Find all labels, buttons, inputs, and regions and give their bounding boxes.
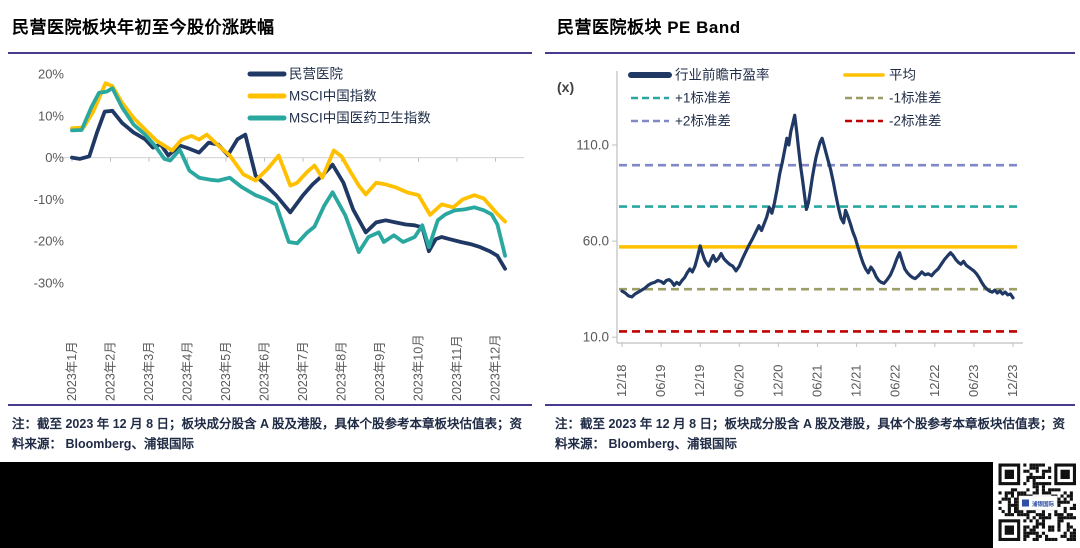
pe-band-line-chart: 110.0 60.0 10.0 (x) 12/18 06/19 12/19 06/20 12/2… xyxy=(557,67,1023,397)
divider-top-left xyxy=(8,52,532,54)
y-axis-tick-label: -10% xyxy=(34,192,65,207)
legend-label: -1标准差 xyxy=(889,91,942,106)
legend-label: MSCI中国医药卫生指数 xyxy=(289,111,431,126)
redacted-black-bar xyxy=(0,462,993,548)
y-axis-tick-label: 60.0 xyxy=(583,234,609,249)
legend-label: 行业前瞻市盈率 xyxy=(675,67,770,83)
x-axis-tick-label: 12/19 xyxy=(692,364,707,397)
chart-title-price-change: 民营医院板块年初至今股价涨跌幅 xyxy=(12,18,275,37)
y-axis-tick-label: 20% xyxy=(38,67,64,82)
legend-label: 平均 xyxy=(889,68,916,83)
x-axis-tick-label: 06/23 xyxy=(966,364,981,397)
x-axis-tick-label: 12/22 xyxy=(927,364,942,397)
x-axis-tick-label: 2023年1月 xyxy=(65,341,79,401)
x-axis-tick-label: 06/22 xyxy=(888,364,903,397)
x-axis-tick-label: 06/19 xyxy=(653,364,668,397)
series-line-MSCI中国指数 xyxy=(70,81,508,224)
x-axis-tick-label: 12/18 xyxy=(614,364,629,397)
y-axis-tick-label: 10.0 xyxy=(583,330,609,345)
y-axis-tick-label: 110.0 xyxy=(576,138,609,153)
legend-label: -2标准差 xyxy=(889,114,942,129)
x-axis-tick-label: 2023年2月 xyxy=(104,341,118,401)
x-axis-tick-label: 2023年6月 xyxy=(258,341,272,401)
chart-panel-price-change: 民营医院板块年初至今股价涨跌幅 20% 10% 0% -10% -20% -30% 2023… xyxy=(8,0,532,454)
chart-title-pe-band: 民营医院板块 PE Band xyxy=(557,18,741,37)
series-line-行业前瞻市盈率 xyxy=(620,113,1015,300)
divider-bottom-right xyxy=(545,404,1075,406)
chart-panel-pe-band: 民营医院板块 PE Band 110.0 60.0 10.0 (x) 12/18 06/1… xyxy=(545,0,1075,454)
legend-label: 民营医院 xyxy=(289,67,343,82)
legend-label: +1标准差 xyxy=(675,91,731,106)
y-axis-tick-label: 10% xyxy=(38,108,64,123)
x-axis-tick-label: 2023年11月 xyxy=(450,335,464,401)
x-axis-tick-label: 2023年7月 xyxy=(296,341,310,401)
qr-code: 浦银国际 xyxy=(997,462,1078,544)
y-axis-tick-label: 0% xyxy=(45,150,64,165)
x-axis-tick-label: 12/21 xyxy=(849,364,864,397)
legend-label: +2标准差 xyxy=(675,114,731,129)
divider-bottom-left xyxy=(8,404,532,406)
qr-logo-label: 浦银国际 xyxy=(1032,500,1055,508)
x-axis-tick-label: 2023年10月 xyxy=(412,334,426,401)
series-line-民营医院 xyxy=(70,108,508,271)
x-axis-tick-label: 2023年3月 xyxy=(142,341,156,401)
x-axis-tick-label: 2023年5月 xyxy=(219,341,233,401)
y-axis-tick-label: -20% xyxy=(34,234,65,249)
x-axis-tick-label: 12/23 xyxy=(1005,364,1020,397)
x-axis-tick-label: 06/21 xyxy=(810,364,825,397)
x-axis-tick-label: 06/20 xyxy=(731,364,746,397)
y-axis-unit-label: (x) xyxy=(557,79,574,95)
x-axis-tick-label: 2023年12月 xyxy=(489,334,503,401)
x-axis-tick-label: 2023年4月 xyxy=(181,341,195,401)
x-axis-tick-label: 12/20 xyxy=(770,364,785,397)
divider-top-right xyxy=(545,52,1075,54)
source-note-left: 注：截至 2023 年 12 月 8 日；板块成分股含 A 股及港股，具体个股参… xyxy=(12,417,523,451)
legend-label: MSCI中国指数 xyxy=(289,89,377,104)
source-note-right: 注：截至 2023 年 12 月 8 日；板块成分股含 A 股及港股，具体个股参… xyxy=(555,417,1066,451)
y-axis-tick-label: -30% xyxy=(34,276,65,291)
price-change-line-chart: 20% 10% 0% -10% -20% -30% 2023年1月 2023年2月 2023年3… xyxy=(34,67,524,401)
x-axis-tick-label: 2023年8月 xyxy=(335,341,349,401)
series-line-MSCI中国医药卫生指数 xyxy=(70,86,508,258)
x-axis-tick-label: 2023年9月 xyxy=(373,341,387,401)
